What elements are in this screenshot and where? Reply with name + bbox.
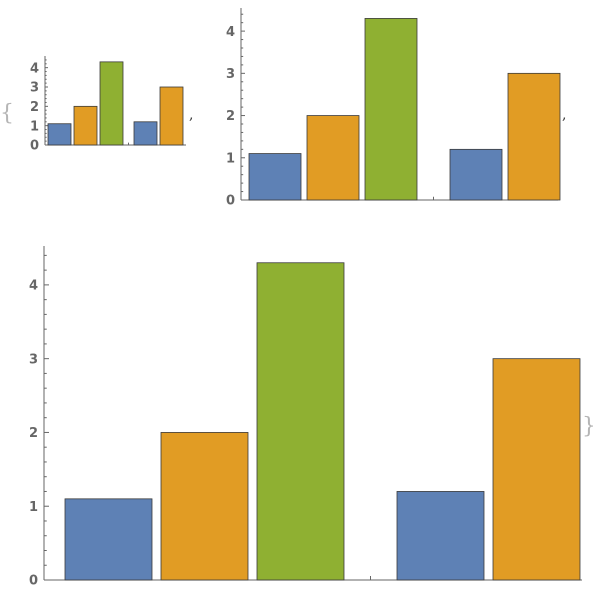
y-tick-label: 1 [30,119,39,134]
bar-chart-2: 0 1 2 3 4 [226,8,561,209]
bar-group2-series2 [507,72,561,201]
y-tick-label: 4 [30,61,39,76]
bar-group1-series2 [73,105,98,146]
list-open-brace: { [0,101,14,126]
y-tick-label: 0 [226,194,235,209]
y-tick-label: 3 [226,67,235,82]
y-tick-label: 1 [226,151,235,166]
bar-group1-series3 [256,262,345,581]
y-tick-label: 4 [29,279,38,294]
bar-group2-series1 [449,148,503,201]
bar-group1-series2 [160,432,249,581]
charts-group: 0 1 2 3 4 0 1 2 3 4 0 1 2 3 4 [29,8,582,589]
bar-group2-series2 [159,86,184,146]
bar-group1-series2 [306,115,360,201]
y-tick-label: 2 [30,100,39,115]
bar-group1-series3 [99,61,124,146]
bar-group2-series2 [492,358,581,581]
y-tick-label: 1 [29,500,38,515]
y-tick-label: 0 [30,139,39,154]
bar-chart-1: 0 1 2 3 4 [30,56,186,154]
bar-group1-series3 [364,18,418,201]
y-tick-label: 2 [29,426,38,441]
list-close-brace: } [582,414,593,439]
y-tick-label: 4 [226,25,235,40]
y-tick-label: 3 [29,352,38,367]
bar-group1-series1 [64,498,153,581]
bar-chart-3: 0 1 2 3 4 [29,246,582,589]
y-tick-label: 0 [29,574,38,589]
list-separator-2: , [562,107,566,123]
y-tick-label: 3 [30,81,39,96]
bar-group1-series1 [47,123,72,146]
bar-group1-series1 [248,153,302,201]
bar-group2-series1 [133,121,158,146]
list-separator-1: , [189,107,193,123]
y-tick-label: 2 [226,109,235,124]
bar-group2-series1 [396,491,485,581]
